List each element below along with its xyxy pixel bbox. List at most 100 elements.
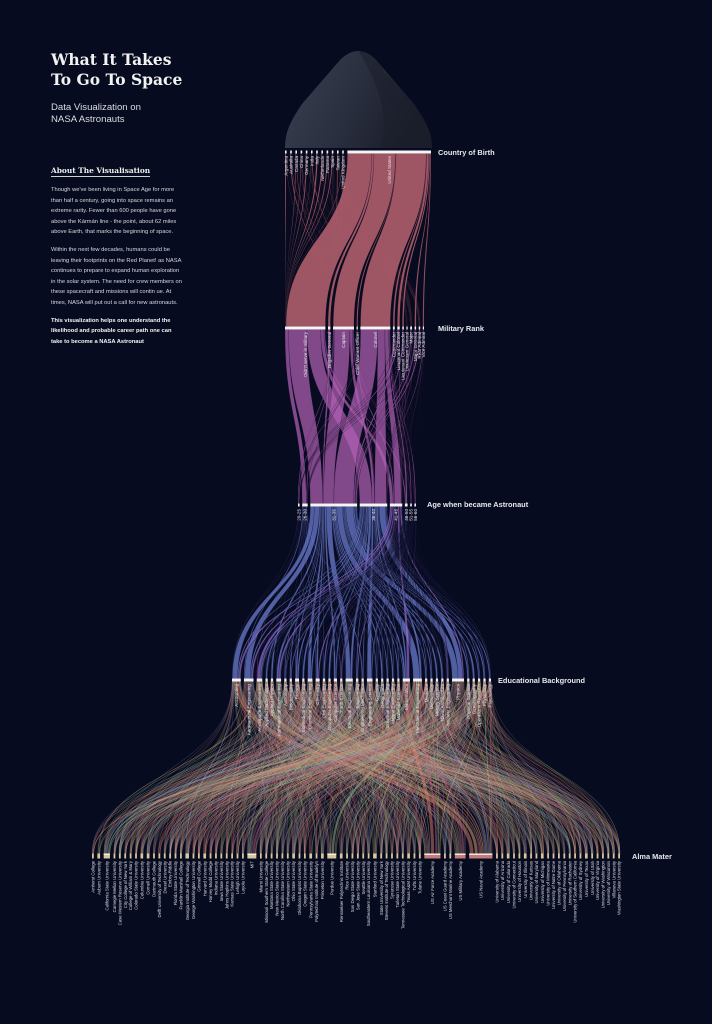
node-label: 46-50	[404, 509, 409, 521]
node-label: Military Science	[435, 684, 440, 717]
node-label: Harvey Mudd College	[208, 860, 213, 902]
node-bar	[220, 853, 223, 859]
flow-link	[280, 506, 415, 679]
rocket-nose-cone-shade	[358, 50, 432, 148]
node-bar	[373, 853, 377, 859]
about-paragraph-1: Though we've been living in Space Age fo…	[51, 187, 177, 236]
node-bar	[265, 678, 268, 682]
node-bar	[413, 678, 422, 682]
node-bar	[441, 678, 444, 682]
node-bar	[339, 853, 343, 859]
flow-link	[489, 681, 493, 854]
flow-link	[120, 681, 490, 854]
node-bar	[389, 503, 403, 507]
node-bar	[321, 150, 323, 154]
node-bar-cap	[469, 853, 493, 855]
flow-link	[232, 681, 479, 854]
flow-link	[490, 681, 550, 854]
node-bar	[242, 853, 244, 859]
node-label: 31-35	[331, 509, 336, 521]
flow-link	[485, 681, 533, 854]
flow-link	[114, 681, 426, 854]
node-label: Cornell University	[146, 860, 151, 895]
node-bar	[356, 326, 358, 330]
flow-link	[294, 681, 437, 854]
node-bar	[402, 678, 410, 682]
node-label: Operations Research	[477, 684, 482, 728]
node-label: Major	[409, 332, 414, 344]
flow-link	[267, 506, 415, 679]
node-bar	[284, 678, 287, 682]
node-label: Harvard University	[202, 860, 207, 896]
node-bar	[153, 853, 155, 859]
node-bar	[552, 853, 555, 859]
node-bar	[333, 326, 354, 330]
node-bar	[259, 853, 262, 859]
node-bar	[209, 853, 212, 859]
node-label: Medicine	[424, 684, 429, 703]
node-bar	[392, 326, 395, 330]
node-bar	[276, 853, 278, 859]
flow-link	[92, 681, 346, 854]
node-label: Engineering Science	[367, 684, 372, 727]
node-bar	[203, 853, 207, 859]
node-bar	[158, 853, 161, 859]
flow-link	[243, 681, 474, 854]
flow-link	[125, 681, 474, 854]
flow-link	[91, 681, 296, 854]
flow-link	[304, 506, 416, 679]
node-bar	[356, 853, 359, 859]
node-label: Brigadier General	[327, 332, 332, 368]
node-bar	[397, 326, 400, 330]
node-bar	[97, 853, 101, 859]
node-bar	[410, 503, 412, 507]
node-label: Indiana University	[214, 860, 219, 895]
node-bar	[381, 678, 384, 682]
node-bar	[355, 678, 359, 682]
node-bar	[247, 853, 257, 859]
node-label: University of Michigan	[540, 860, 545, 903]
node-label: Mathematics	[404, 683, 409, 710]
node-label: Purdue University	[329, 860, 334, 895]
node-label: Georgia Institute of Technology	[185, 860, 190, 920]
node-label: Computer Engineering	[327, 684, 332, 730]
node-label: Industrial Engineering	[385, 684, 390, 729]
node-label: Chief Warrant Officer	[355, 332, 360, 375]
node-label: 26-30	[303, 509, 308, 521]
flow-link	[194, 681, 479, 854]
flow-link	[287, 681, 432, 854]
node-label: Southeastern Louisiana University	[366, 860, 371, 926]
node-bar	[618, 853, 620, 859]
node-bar	[523, 853, 527, 859]
node-label: Physiology	[482, 683, 487, 706]
node-bar	[265, 853, 268, 859]
flow-link	[231, 681, 304, 854]
flow-link	[445, 681, 485, 854]
flow-link	[398, 681, 462, 854]
flow-link	[115, 681, 442, 854]
flow-link	[211, 681, 442, 854]
node-label: California State University	[104, 860, 109, 910]
node-label: Loyola University	[241, 860, 246, 894]
node-bar	[315, 678, 320, 682]
node-label: University of Colorado	[506, 860, 511, 903]
node-bar	[236, 853, 239, 859]
node-label: University of Wisconsin	[606, 860, 611, 905]
node-label: US Coast Guard Academy	[443, 860, 448, 911]
node-label: Franklin Marshall College	[179, 860, 184, 909]
node-label: North Carolina State University	[280, 860, 285, 920]
flow-link	[356, 329, 421, 504]
node-bar	[430, 678, 433, 682]
node-bar	[135, 853, 137, 859]
flow-link	[242, 681, 416, 854]
flow-link	[353, 681, 490, 854]
flow-link	[153, 681, 309, 854]
flow-link	[387, 681, 485, 854]
node-bar	[316, 150, 318, 154]
node-bar-cap	[103, 853, 110, 855]
node-label: United States	[387, 155, 392, 183]
flow-link	[147, 681, 363, 854]
flow-link	[148, 681, 442, 854]
flow-link	[398, 681, 485, 854]
flow-link	[381, 681, 406, 854]
